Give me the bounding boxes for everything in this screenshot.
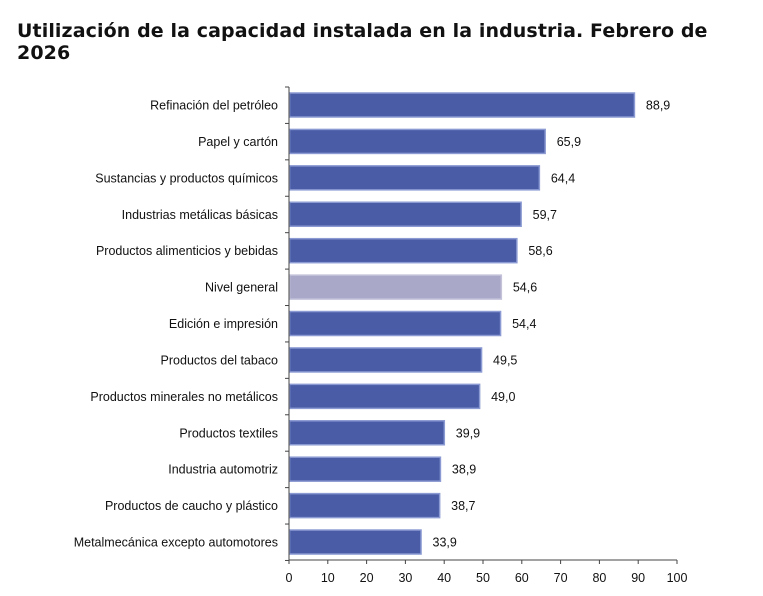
- x-tick-label: 100: [667, 571, 688, 585]
- category-label: Refinación del petróleo: [150, 99, 278, 113]
- value-label: 54,6: [513, 281, 537, 295]
- value-label: 65,9: [557, 135, 581, 149]
- bar: [288, 420, 446, 446]
- x-tick-label: 50: [476, 571, 490, 585]
- value-label: 33,9: [433, 536, 457, 550]
- category-label: Productos del tabaco: [161, 353, 278, 367]
- value-label: 39,9: [456, 426, 480, 440]
- value-label: 49,5: [493, 353, 517, 367]
- chart-title: Utilización de la capacidad instalada en…: [17, 20, 708, 64]
- category-label: Metalmecánica excepto automotores: [74, 536, 278, 550]
- category-label: Nivel general: [205, 281, 278, 295]
- value-label: 54,4: [512, 317, 536, 331]
- category-label: Sustancias y productos químicos: [95, 171, 278, 185]
- x-tick-label: 30: [398, 571, 412, 585]
- bar: [288, 456, 442, 482]
- category-label: Productos de caucho y plástico: [105, 499, 278, 513]
- category-label: Industrias metálicas básicas: [122, 208, 278, 222]
- x-tick-label: 10: [321, 571, 335, 585]
- value-label: 64,4: [551, 171, 575, 185]
- bar: [288, 92, 636, 118]
- bar: [288, 274, 503, 300]
- x-tick-label: 70: [554, 571, 568, 585]
- value-label: 59,7: [533, 208, 557, 222]
- bar: [288, 347, 483, 373]
- x-tick-label: 80: [592, 571, 606, 585]
- category-label: Industria automotriz: [168, 463, 278, 477]
- value-label: 49,0: [491, 390, 515, 404]
- x-tick-label: 20: [360, 571, 374, 585]
- value-label: 38,9: [452, 463, 476, 477]
- x-tick-label: 60: [515, 571, 529, 585]
- category-label: Productos textiles: [179, 426, 278, 440]
- bar: [288, 310, 502, 337]
- category-label: Papel y cartón: [198, 135, 278, 149]
- bar: [288, 383, 481, 410]
- category-label: Productos alimenticios y bebidas: [96, 244, 278, 258]
- bar: [288, 128, 546, 155]
- category-label: Productos minerales no metálicos: [90, 390, 278, 404]
- bar: [288, 165, 541, 191]
- value-label: 58,6: [528, 244, 552, 258]
- value-label: 38,7: [451, 499, 475, 513]
- x-tick-label: 90: [631, 571, 645, 585]
- value-label: 88,9: [646, 99, 670, 113]
- x-tick-label: 40: [437, 571, 451, 585]
- bar: [288, 201, 522, 228]
- bar: [288, 529, 422, 555]
- category-label: Edición e impresión: [169, 317, 278, 331]
- x-tick-label: 0: [286, 571, 293, 585]
- bar: [288, 492, 441, 519]
- bar: [288, 237, 518, 264]
